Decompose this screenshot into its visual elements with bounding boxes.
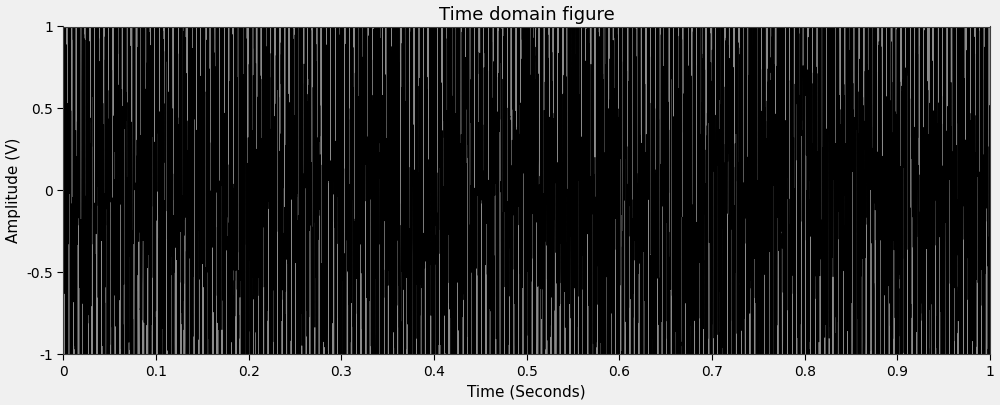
Title: Time domain figure: Time domain figure bbox=[439, 6, 615, 23]
Y-axis label: Amplitude (V): Amplitude (V) bbox=[6, 138, 21, 243]
X-axis label: Time (Seconds): Time (Seconds) bbox=[467, 384, 586, 399]
